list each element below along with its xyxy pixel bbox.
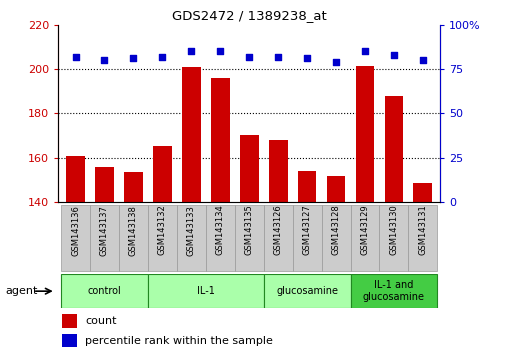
Point [187, 48, 195, 54]
Text: GSM143133: GSM143133 [186, 205, 195, 256]
Text: GSM143127: GSM143127 [302, 205, 311, 256]
Point [331, 59, 339, 65]
Point [129, 56, 137, 61]
Text: GSM143128: GSM143128 [331, 205, 340, 256]
Text: percentile rank within the sample: percentile rank within the sample [85, 336, 272, 346]
Bar [297, 171, 316, 354]
Bar [153, 147, 171, 354]
Bar [95, 167, 114, 354]
Bar [384, 96, 402, 354]
Point [100, 57, 109, 63]
Bar [239, 135, 258, 354]
Bar [268, 140, 287, 354]
FancyBboxPatch shape [292, 205, 321, 272]
FancyBboxPatch shape [350, 274, 436, 308]
Point [216, 48, 224, 54]
FancyBboxPatch shape [234, 205, 263, 272]
Bar [355, 66, 374, 354]
FancyBboxPatch shape [147, 274, 263, 308]
Point [158, 54, 166, 59]
Text: GSM143129: GSM143129 [360, 205, 369, 255]
Point [360, 48, 368, 54]
FancyBboxPatch shape [61, 205, 90, 272]
Bar [124, 172, 142, 354]
Bar [211, 78, 229, 354]
Text: GSM143132: GSM143132 [158, 205, 167, 256]
Text: glucosamine: glucosamine [276, 286, 337, 296]
Point [389, 52, 397, 58]
Title: GDS2472 / 1389238_at: GDS2472 / 1389238_at [172, 9, 326, 22]
Text: GSM143126: GSM143126 [273, 205, 282, 256]
FancyBboxPatch shape [147, 205, 177, 272]
Point [302, 56, 311, 61]
FancyBboxPatch shape [379, 205, 408, 272]
Bar [326, 176, 345, 354]
Bar [66, 156, 85, 354]
Bar [413, 183, 431, 354]
FancyBboxPatch shape [119, 205, 147, 272]
Text: control: control [87, 286, 121, 296]
Text: agent: agent [5, 286, 37, 296]
Text: GSM143130: GSM143130 [389, 205, 397, 256]
Text: GSM143131: GSM143131 [418, 205, 427, 256]
Point [71, 54, 79, 59]
FancyBboxPatch shape [321, 205, 350, 272]
FancyBboxPatch shape [263, 274, 350, 308]
FancyBboxPatch shape [177, 205, 206, 272]
Text: GSM143136: GSM143136 [71, 205, 80, 256]
Point [274, 54, 282, 59]
Bar [62, 314, 77, 328]
FancyBboxPatch shape [263, 205, 292, 272]
FancyBboxPatch shape [408, 205, 436, 272]
Bar [182, 67, 200, 354]
FancyBboxPatch shape [90, 205, 119, 272]
Point [418, 57, 426, 63]
FancyBboxPatch shape [350, 205, 379, 272]
Text: IL-1 and
glucosamine: IL-1 and glucosamine [362, 280, 424, 302]
Point [245, 54, 253, 59]
Text: GSM143135: GSM143135 [244, 205, 253, 256]
Text: count: count [85, 316, 116, 326]
Text: GSM143137: GSM143137 [100, 205, 109, 256]
Bar [62, 334, 77, 347]
FancyBboxPatch shape [206, 205, 234, 272]
Text: IL-1: IL-1 [196, 286, 214, 296]
FancyBboxPatch shape [61, 274, 147, 308]
Text: GSM143134: GSM143134 [215, 205, 224, 256]
Text: GSM143138: GSM143138 [129, 205, 138, 256]
